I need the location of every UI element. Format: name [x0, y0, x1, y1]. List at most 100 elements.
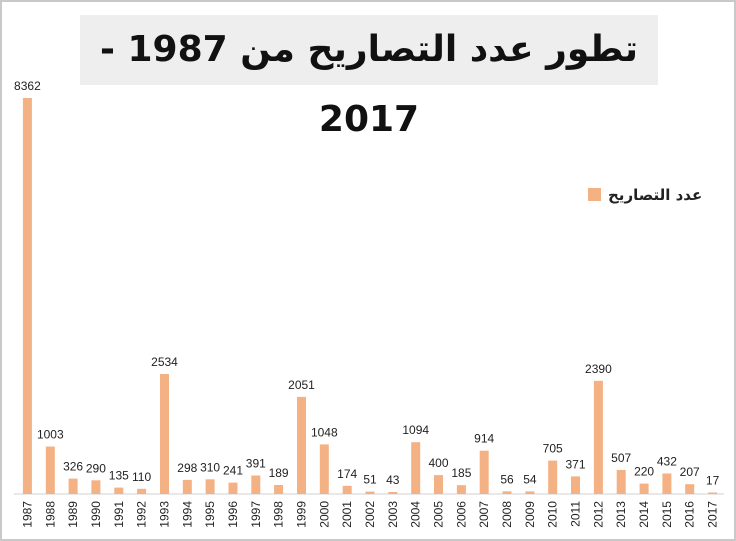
- value-label-2004: 1094: [402, 423, 429, 437]
- value-label-1998: 189: [269, 466, 289, 480]
- value-label-2017: 17: [706, 474, 720, 488]
- bar-1992: [137, 488, 147, 494]
- value-label-1997: 391: [246, 457, 266, 471]
- x-tick-2012: 2012: [591, 501, 605, 528]
- bar-2006: [456, 485, 466, 494]
- bar-1996: [228, 482, 238, 494]
- x-tick-2016: 2016: [683, 501, 697, 528]
- bar-2007: [479, 450, 489, 494]
- x-tick-1999: 1999: [295, 501, 309, 528]
- x-tick-2013: 2013: [614, 501, 628, 528]
- x-tick-1992: 1992: [135, 501, 149, 528]
- x-tick-2001: 2001: [340, 501, 354, 528]
- x-tick-1993: 1993: [158, 501, 172, 528]
- value-label-2016: 207: [680, 465, 700, 479]
- x-tick-1988: 1988: [43, 501, 57, 528]
- value-label-2008: 56: [500, 472, 514, 486]
- x-tick-2010: 2010: [546, 501, 560, 528]
- x-tick-2002: 2002: [363, 501, 377, 528]
- bar-2014: [639, 483, 649, 494]
- x-tick-1987: 1987: [20, 501, 34, 528]
- bar-2004: [411, 442, 421, 494]
- bar-2011: [571, 476, 580, 494]
- bar-2000: [319, 444, 329, 494]
- value-label-1991: 135: [109, 469, 129, 483]
- bar-2016: [685, 484, 695, 494]
- x-tick-2004: 2004: [409, 501, 423, 528]
- bar-1993: [160, 374, 169, 494]
- value-label-1996: 241: [223, 464, 243, 478]
- value-label-2015: 432: [657, 455, 677, 469]
- value-label-2005: 400: [428, 456, 448, 470]
- x-tick-2000: 2000: [317, 501, 331, 528]
- x-tick-1991: 1991: [112, 501, 126, 528]
- value-label-1989: 326: [63, 460, 83, 474]
- value-label-1999: 2051: [288, 378, 315, 392]
- x-tick-1994: 1994: [180, 501, 194, 528]
- bar-1995: [205, 479, 215, 494]
- bar-2005: [434, 475, 443, 494]
- x-tick-2014: 2014: [637, 501, 651, 528]
- value-label-2007: 914: [474, 432, 494, 446]
- x-tick-2017: 2017: [706, 501, 720, 528]
- x-tick-2005: 2005: [432, 501, 446, 528]
- x-tick-2015: 2015: [660, 501, 674, 528]
- x-tick-2003: 2003: [386, 501, 400, 528]
- value-label-2014: 220: [634, 465, 654, 479]
- x-tick-2006: 2006: [454, 501, 468, 528]
- x-tick-1996: 1996: [226, 501, 240, 528]
- bar-2015: [662, 473, 672, 494]
- x-tick-labels-group: 1987 1988 1989 1990 1991 1992 1993 1994 1995 1996…: [20, 501, 719, 528]
- value-label-2012: 2390: [585, 362, 612, 376]
- legend: عدد التصاريح: [588, 183, 718, 207]
- bar-2003: [388, 492, 398, 494]
- x-tick-2011: 2011: [569, 501, 583, 527]
- bar-2012: [593, 380, 603, 494]
- x-tick-2009: 2009: [523, 501, 537, 528]
- value-label-2002: 51: [363, 473, 377, 487]
- bar-1988: [45, 446, 55, 494]
- bar-2001: [342, 485, 352, 494]
- bars-group: [22, 98, 718, 494]
- bar-2013: [616, 470, 626, 494]
- value-label-1987: 8362: [14, 79, 41, 93]
- x-tick-1998: 1998: [272, 501, 286, 528]
- bar-2010: [548, 460, 558, 494]
- bar-1999: [297, 396, 306, 494]
- value-label-1993: 2534: [151, 355, 178, 369]
- bar-2009: [525, 491, 535, 494]
- bar-2008: [502, 491, 512, 494]
- bar-1991: [114, 487, 124, 494]
- chart-title: تطور عدد التصاريح من 1987 - 2017: [100, 29, 638, 140]
- value-label-2011: 371: [565, 457, 585, 471]
- value-label-1992: 110: [132, 470, 151, 484]
- value-label-1994: 298: [177, 461, 197, 475]
- legend-label: عدد التصاريح: [608, 186, 703, 204]
- bar-1997: [251, 475, 261, 494]
- bar-1990: [91, 480, 101, 494]
- bar-1994: [182, 479, 192, 494]
- x-tick-1997: 1997: [249, 501, 263, 528]
- value-label-1995: 310: [200, 460, 220, 474]
- x-tick-2007: 2007: [477, 501, 491, 528]
- x-tick-2008: 2008: [500, 501, 514, 528]
- bar-1998: [274, 485, 284, 494]
- bar-2002: [365, 491, 375, 494]
- value-label-2006: 185: [451, 466, 471, 480]
- value-label-2003: 43: [386, 473, 400, 487]
- x-tick-1990: 1990: [89, 501, 103, 528]
- value-label-2009: 54: [523, 472, 537, 486]
- legend-swatch: [588, 188, 601, 201]
- bar-2017: [708, 492, 718, 494]
- x-tick-1989: 1989: [66, 501, 80, 528]
- value-label-2013: 507: [611, 451, 631, 465]
- value-label-1990: 290: [86, 461, 106, 475]
- bar-1987: [22, 98, 32, 494]
- value-label-1988: 1003: [37, 428, 64, 442]
- value-label-2001: 174: [337, 467, 357, 481]
- value-label-2000: 1048: [311, 425, 338, 439]
- x-tick-1995: 1995: [203, 501, 217, 528]
